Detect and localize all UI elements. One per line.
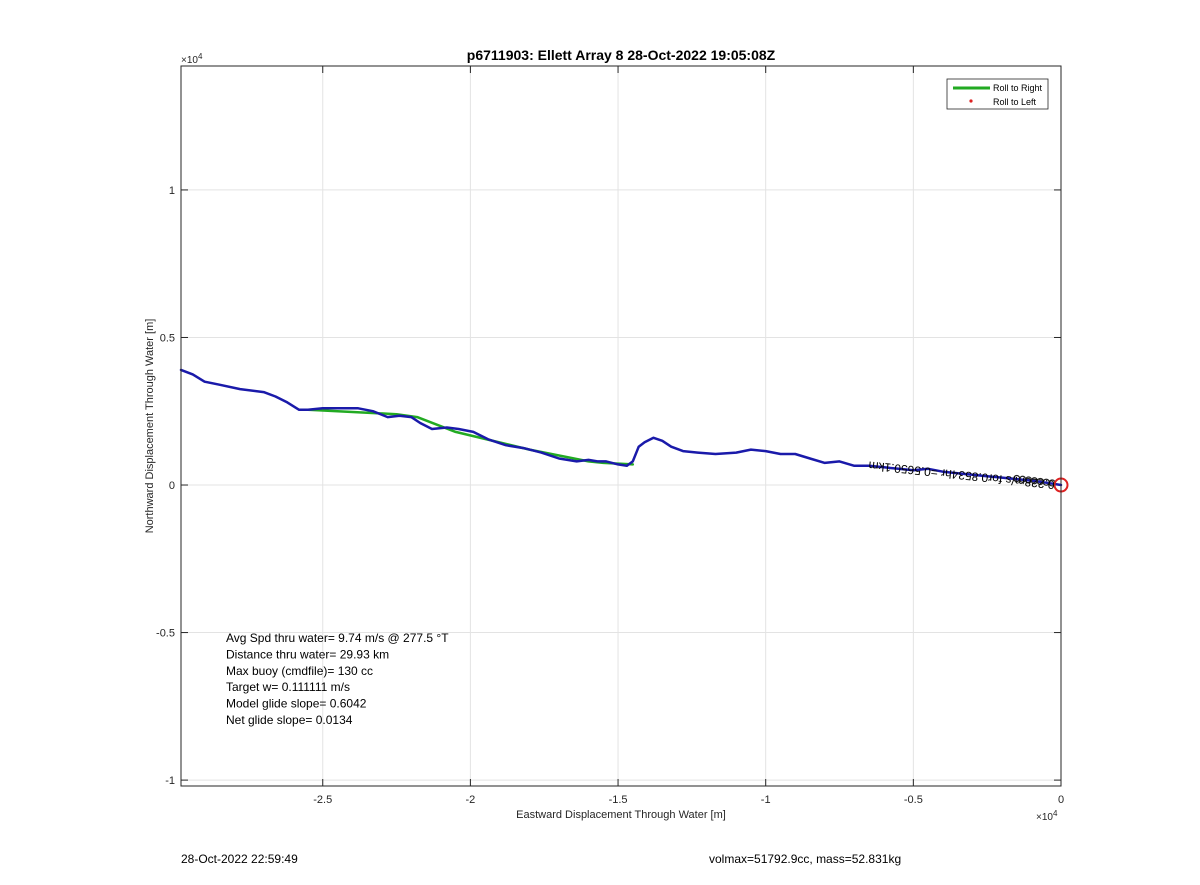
series-line-1 <box>179 368 1063 487</box>
x-tick-label: 0 <box>1058 794 1064 806</box>
x-exponent-label: ×104 <box>1036 809 1058 823</box>
y-tick-label: 1 <box>169 185 175 197</box>
y-exponent-label: ×104 <box>181 52 203 66</box>
legend-swatch-roll-left <box>969 99 973 103</box>
legend-box <box>946 78 1049 110</box>
stats-line: Target w= 0.111111 m/s <box>226 680 350 694</box>
x-tick-label: -1.5 <box>609 794 628 806</box>
chart-title: p6711903: Ellett Array 8 28-Oct-2022 19:… <box>467 47 776 63</box>
legend-label-roll-right: Roll to Right <box>993 83 1043 93</box>
y-tick-label: 0 <box>169 480 175 492</box>
footer-volmax-mass: volmax=51792.9cc, mass=52.831kg <box>709 852 902 866</box>
x-tick-label: -2.5 <box>313 794 332 806</box>
stats-line: Max buoy (cmdfile)= 130 cc <box>226 664 373 678</box>
x-tick-label: -1 <box>761 794 771 806</box>
x-axis-label: Eastward Displacement Through Water [m] <box>516 809 726 821</box>
plot-area <box>181 66 1061 786</box>
stats-line: Model glide slope= 0.6042 <box>226 697 367 711</box>
y-tick-label: 0.5 <box>160 332 175 344</box>
x-tick-label: -0.5 <box>904 794 923 806</box>
y-axis-label: Northward Displacement Through Water [m] <box>144 319 156 534</box>
stats-line: Avg Spd thru water= 9.74 m/s @ 277.5 °T <box>226 631 449 645</box>
stats-line: Net glide slope= 0.0134 <box>226 713 353 727</box>
axes-frame <box>180 65 1062 787</box>
y-tick-label: -0.5 <box>156 628 175 640</box>
stats-line: Distance thru water= 29.93 km <box>226 647 389 661</box>
footer-timestamp: 28-Oct-2022 22:59:49 <box>181 852 298 866</box>
x-tick-label: -2 <box>466 794 476 806</box>
legend-label-roll-left: Roll to Left <box>993 97 1037 107</box>
y-tick-label: -1 <box>165 775 175 787</box>
